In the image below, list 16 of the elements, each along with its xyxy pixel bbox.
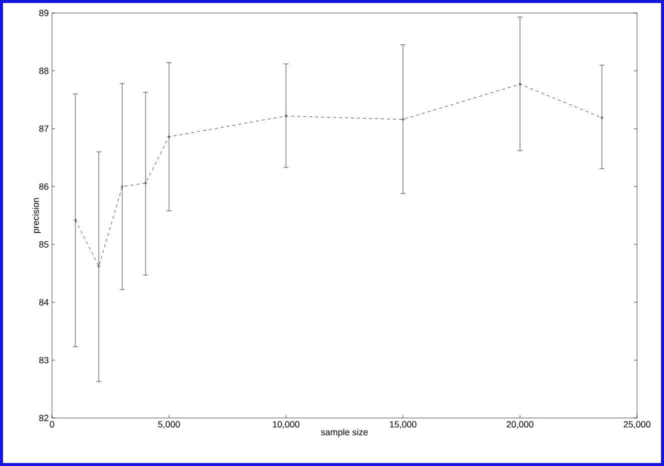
y-tick-label: 84 xyxy=(39,299,49,306)
y-axis-title: precision xyxy=(32,198,41,233)
x-tick-label: 5,000 xyxy=(158,421,180,429)
x-tick-label: 25,000 xyxy=(624,421,650,429)
y-tick-label: 82 xyxy=(39,414,48,422)
y-tick-label: 89 xyxy=(39,10,48,16)
y-tick-label: 85 xyxy=(39,241,48,248)
y-tick-label: 83 xyxy=(39,356,48,364)
y-tick-label: 87 xyxy=(39,126,48,132)
x-tick-label: 20,000 xyxy=(506,421,534,429)
x-axis-title: sample size xyxy=(321,428,368,438)
x-tick-label: 10,000 xyxy=(272,421,300,429)
x-tick-label: 15,000 xyxy=(390,421,416,429)
y-tick-label: 88 xyxy=(39,68,48,74)
y-tick-label: 86 xyxy=(39,183,48,190)
x-tick-label: 0 xyxy=(50,421,54,428)
